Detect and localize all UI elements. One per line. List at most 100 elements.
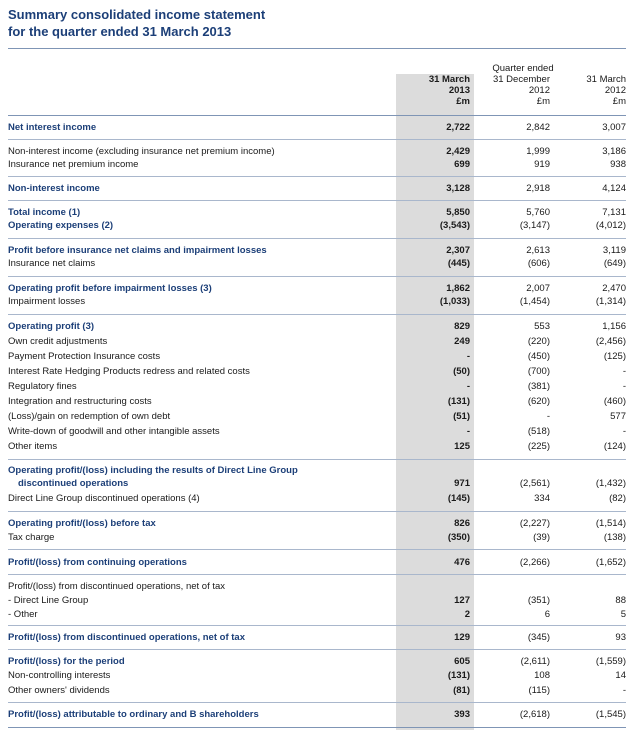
table-row: Non-interest income (excluding insurance…: [0, 146, 640, 158]
value-mar-2012: 3,186: [602, 146, 626, 157]
value-dec-2012: 2,613: [526, 245, 550, 256]
value-mar-2012: (138): [603, 532, 626, 543]
table-row: Profit/(loss) from continuing operations…: [0, 557, 640, 569]
table-row: Total income (1) 5,850 5,760 7,131: [0, 207, 640, 219]
value-dec-2012: (2,611): [520, 656, 550, 667]
value-dec-2012: (700): [527, 366, 550, 377]
value-mar-2012: (460): [603, 396, 626, 407]
table-row: Net interest income 2,722 2,842 3,007: [0, 122, 640, 134]
value-dec-2012: (2,618): [519, 709, 550, 720]
value-mar-2012: (1,514): [595, 518, 626, 529]
value-dec-2012: 5,760: [526, 207, 550, 218]
value-mar-2012: (1,559): [595, 656, 626, 667]
title-line-2: for the quarter ended 31 March 2013: [8, 24, 232, 39]
header-year: 2012: [528, 85, 550, 96]
value-mar-2012: -: [622, 685, 626, 696]
value-mar-2012: 14: [615, 670, 626, 681]
value-dec-2012: 334: [534, 493, 550, 504]
value-dec-2012: (1,454): [519, 296, 550, 307]
value-mar-2013: -: [466, 351, 470, 362]
table-row: discontinued operations 971 (2,561) (1,4…: [0, 478, 640, 490]
value-mar-2012: 2,470: [602, 283, 626, 294]
value-dec-2012: (381): [527, 381, 550, 392]
section-rule: [8, 276, 626, 277]
value-mar-2013: 605: [454, 656, 470, 667]
header-date: 31 March: [428, 74, 470, 85]
row-label: Direct Line Group discontinued operation…: [8, 493, 200, 504]
section-rule: [8, 238, 626, 239]
value-mar-2012: -: [622, 366, 626, 377]
value-mar-2012: (82): [609, 493, 626, 504]
value-mar-2012: (649): [603, 258, 626, 269]
section-rule: [8, 176, 626, 177]
value-dec-2012: (450): [527, 351, 550, 362]
value-mar-2012: 88: [615, 595, 626, 606]
value-mar-2013: 2: [464, 609, 470, 620]
value-mar-2012: 577: [610, 411, 626, 422]
value-mar-2013: 5,850: [446, 207, 470, 218]
header-rule: [8, 115, 626, 116]
value-mar-2013: 2,307: [446, 245, 470, 256]
bottom-rule: [8, 727, 626, 728]
value-dec-2012: 108: [534, 670, 550, 681]
value-mar-2012: (1,545): [595, 709, 626, 720]
table-row: Payment Protection Insurance costs - (45…: [0, 351, 640, 363]
value-mar-2013: -: [466, 381, 470, 392]
value-mar-2012: 938: [610, 159, 626, 170]
row-label: Operating profit/(loss) including the re…: [8, 465, 298, 476]
row-label: - Direct Line Group: [8, 595, 89, 606]
value-mar-2012: (1,432): [595, 478, 626, 489]
section-rule: [8, 549, 626, 550]
value-mar-2013: (81): [453, 685, 470, 696]
row-label: Integration and restructuring costs: [8, 396, 152, 407]
section-rule: [8, 511, 626, 512]
section-rule: [8, 702, 626, 703]
row-label: - Other: [8, 609, 38, 620]
header-unit: £m: [612, 96, 626, 107]
value-mar-2013: 3,128: [446, 183, 470, 194]
row-label: (Loss)/gain on redemption of own debt: [8, 411, 171, 422]
current-quarter-column-shading: [396, 74, 474, 730]
table-row: Integration and restructuring costs (131…: [0, 396, 640, 408]
value-dec-2012: (2,227): [519, 518, 550, 529]
value-mar-2013: 249: [454, 336, 470, 347]
value-dec-2012: (351): [527, 595, 550, 606]
header-unit: £m: [536, 96, 550, 107]
value-mar-2012: (1,314): [595, 296, 626, 307]
value-mar-2012: (2,456): [595, 336, 626, 347]
value-dec-2012: (606): [527, 258, 550, 269]
value-dec-2012: 1,999: [526, 146, 550, 157]
column-header-dec-2012: 31 December 2012 £m: [476, 74, 550, 107]
value-dec-2012: 2,842: [526, 122, 550, 133]
value-mar-2013: (50): [453, 366, 470, 377]
value-dec-2012: (620): [527, 396, 550, 407]
section-rule: [8, 649, 626, 650]
value-mar-2013: 129: [454, 632, 470, 643]
row-label: Operating profit/(loss) before tax: [8, 518, 156, 529]
value-mar-2013: (145): [447, 493, 470, 504]
row-label: Operating expenses (2): [8, 220, 114, 231]
row-label: Regulatory fines: [8, 381, 77, 392]
section-rule: [8, 200, 626, 201]
table-row: Own credit adjustments 249 (220) (2,456): [0, 336, 640, 348]
row-label: Operating profit (3): [8, 321, 95, 332]
value-mar-2013: -: [466, 426, 470, 437]
table-row: Operating profit/(loss) including the re…: [0, 465, 640, 477]
row-label: Other items: [8, 441, 58, 452]
header-year: 2012: [604, 85, 626, 96]
row-label: Impairment losses: [8, 296, 86, 307]
row-label: Tax charge: [8, 532, 55, 543]
row-label: Total income (1): [8, 207, 81, 218]
value-mar-2013: (131): [447, 670, 470, 681]
table-row: Impairment losses (1,033) (1,454) (1,314…: [0, 296, 640, 308]
value-mar-2013: 2,722: [446, 122, 470, 133]
table-row: Operating profit before impairment losse…: [0, 283, 640, 295]
row-label: Net interest income: [8, 122, 97, 133]
table-row: Other owners' dividends (81) (115) -: [0, 685, 640, 697]
value-dec-2012: -: [546, 411, 550, 422]
table-row: - Other 2 6 5: [0, 609, 640, 621]
value-mar-2013: 971: [454, 478, 470, 489]
value-mar-2012: 1,156: [602, 321, 626, 332]
row-label: Profit before insurance net claims and i…: [8, 245, 267, 256]
row-label: Insurance net premium income: [8, 159, 139, 170]
